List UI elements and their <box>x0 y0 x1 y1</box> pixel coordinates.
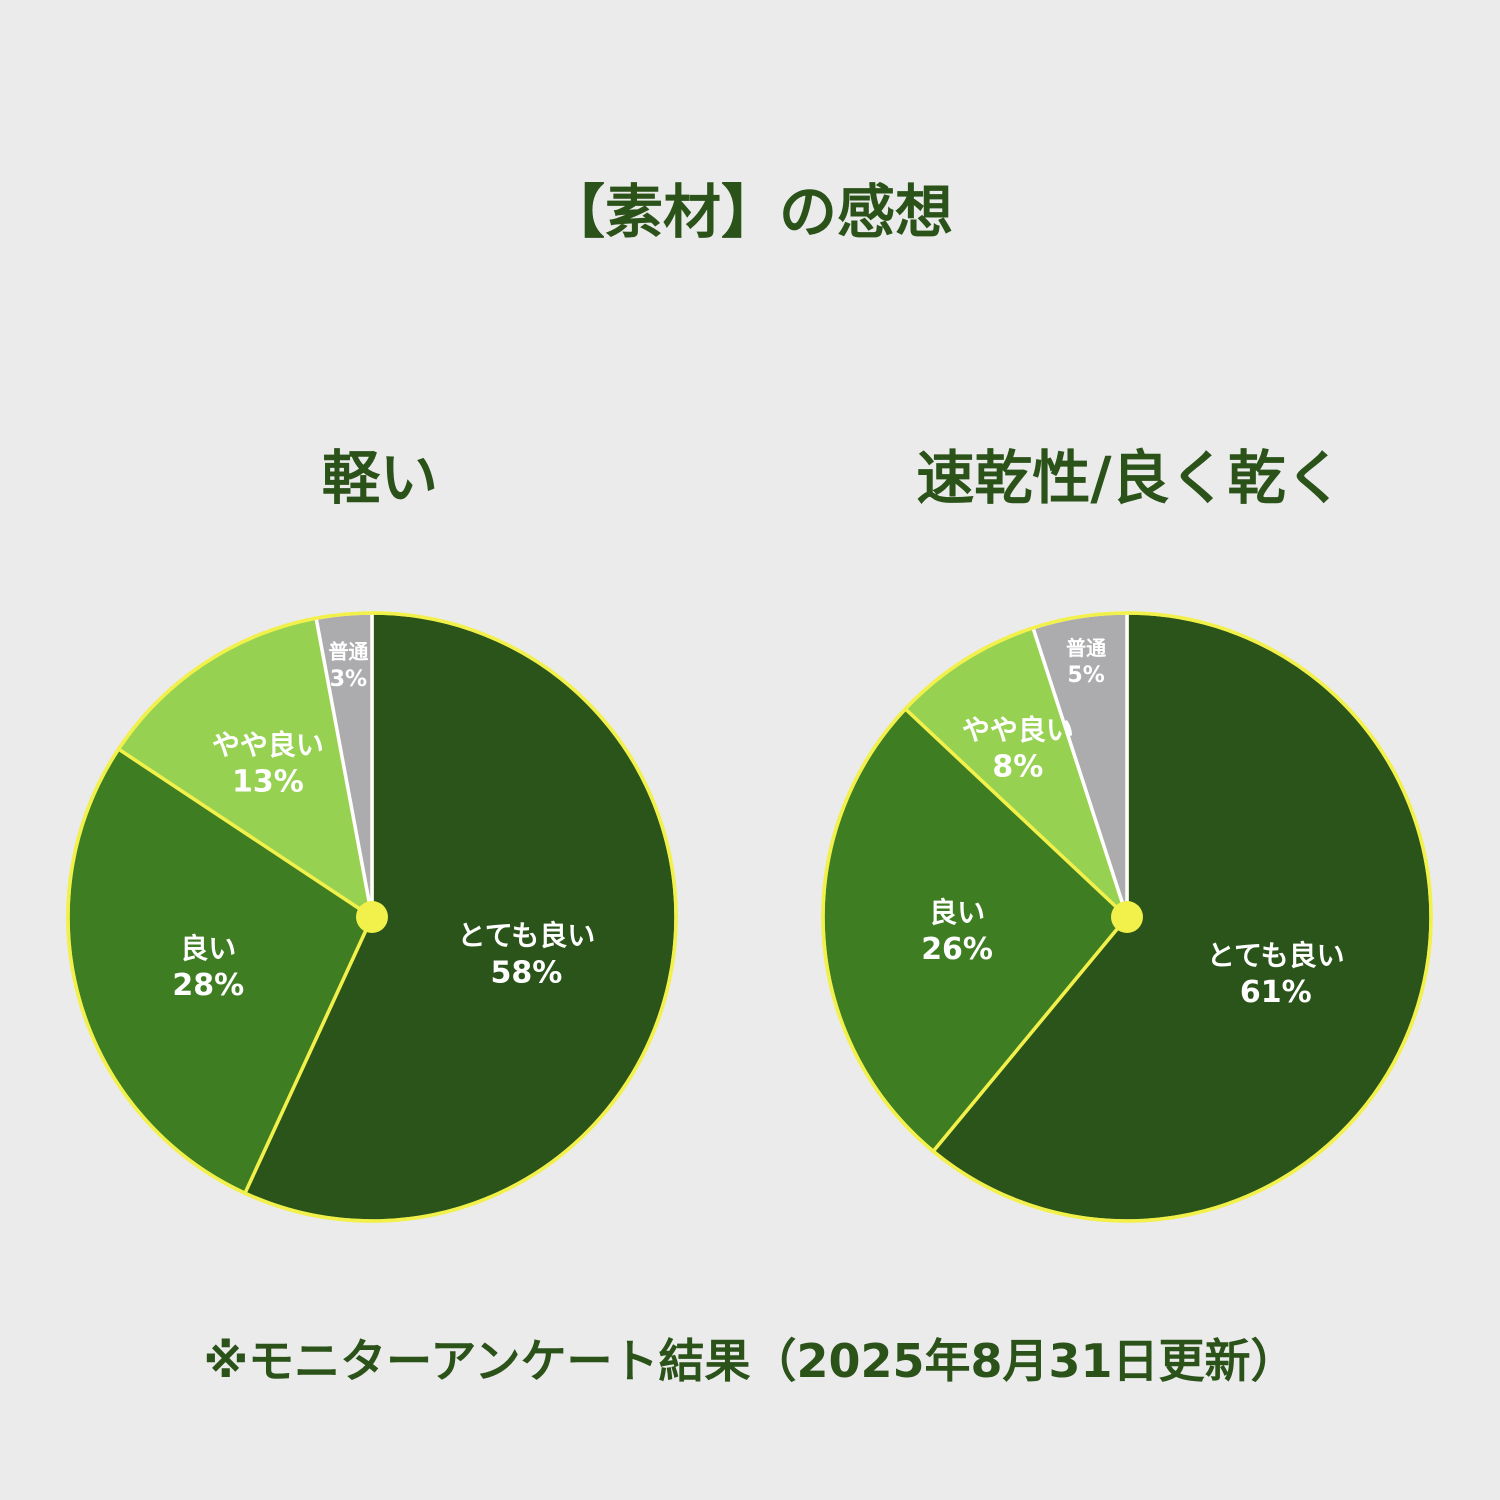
pie1-label-1: 良い <box>929 896 985 929</box>
pie1-value-0: 61% <box>1240 975 1312 1010</box>
chart-title-light: 軽い <box>321 444 438 512</box>
pie0-center-dot <box>356 901 388 933</box>
pie0-label-1: 良い <box>180 932 236 965</box>
pie1-value-1: 26% <box>921 932 993 967</box>
page-title: 【素材】の感想 <box>546 178 953 246</box>
pie1-center-dot <box>1111 901 1143 933</box>
pie1-outline <box>821 611 1433 1223</box>
chart-title-quick-dry: 速乾性/良く乾く <box>916 444 1344 512</box>
pie1-label-2: やや良い <box>962 713 1074 746</box>
pie1-label-0: とても良い <box>1207 939 1345 972</box>
pie0-label-2: やや良い <box>212 728 324 761</box>
pie0-label-0: とても良い <box>458 919 596 952</box>
pie1-value-2: 8% <box>992 750 1043 785</box>
pie0-value-0: 58% <box>491 955 563 990</box>
pie1-value-3: 5% <box>1067 663 1104 688</box>
pie0-outline <box>66 611 678 1223</box>
pie0-value-1: 28% <box>172 968 244 1003</box>
pie0-label-3: 普通 <box>328 640 368 664</box>
pie1-label-3: 普通 <box>1066 636 1106 660</box>
survey-footnote: ※モニターアンケート結果（2025年8月31日更新） <box>203 1334 1297 1388</box>
pie0-value-3: 3% <box>330 667 367 692</box>
pie0-value-2: 13% <box>232 764 304 799</box>
